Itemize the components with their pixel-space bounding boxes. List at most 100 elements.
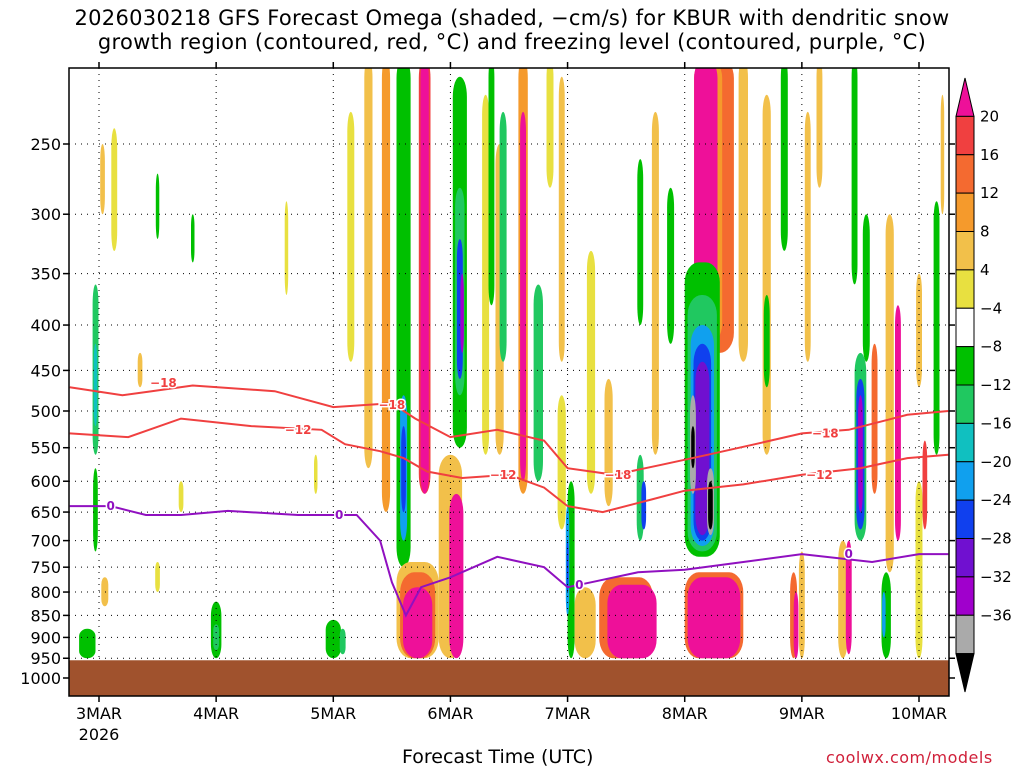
colorbar-top-triangle xyxy=(955,77,975,117)
colorbar-segment xyxy=(955,422,975,463)
colorbar-label: −24 xyxy=(980,491,1012,509)
y-tick-label: 350 xyxy=(30,265,61,284)
chart-title-line-1: 2026030218 GFS Forecast Omega (shaded, −… xyxy=(74,6,950,30)
x-tick-label: 10MAR xyxy=(891,704,947,723)
y-tick-label: 950 xyxy=(30,649,61,668)
omega-region xyxy=(691,426,695,469)
colorbar-label: −12 xyxy=(980,376,1012,394)
omega-region xyxy=(137,352,143,388)
omega-region xyxy=(401,426,406,513)
colorbar-segment xyxy=(955,115,975,156)
dgz-minus12-contour xyxy=(69,417,949,514)
omega-region xyxy=(191,214,195,263)
colorbar-segment xyxy=(955,499,975,539)
omega-region xyxy=(100,144,105,215)
ground-below-surface xyxy=(69,660,949,696)
axes: 250 300 350 400 450 500 550 600 650 700 750 800 850 9… xyxy=(20,62,955,744)
x-tick-label: 3MAR xyxy=(76,704,122,723)
omega-region xyxy=(499,111,507,362)
colorbar-label: 20 xyxy=(980,107,999,125)
omega-region xyxy=(213,624,220,651)
omega-field xyxy=(79,68,945,659)
y-tick-label: 400 xyxy=(30,316,61,335)
omega-region xyxy=(804,111,811,362)
contour-label: 0 xyxy=(845,547,853,561)
colorbar-label: 12 xyxy=(980,184,999,202)
colorbar-segment xyxy=(955,192,975,232)
omega-region xyxy=(708,481,713,530)
x-tick-label: 6MAR xyxy=(427,704,473,723)
omega-region xyxy=(155,562,160,592)
omega-region xyxy=(916,273,922,388)
colorbar: 20 16 12 8 4 −4 −8 −12 −16 −20 −24 −28 −32 −36 xyxy=(955,77,1012,693)
omega-region xyxy=(637,159,644,325)
colorbar-label: −8 xyxy=(980,338,1002,356)
omega-region xyxy=(284,201,289,295)
omega-region xyxy=(460,273,464,353)
omega-region xyxy=(403,587,433,659)
omega-region xyxy=(449,493,464,659)
omega-region xyxy=(546,68,554,188)
omega-region xyxy=(798,551,805,659)
colorbar-segment xyxy=(955,576,975,616)
plot-frame xyxy=(68,67,950,697)
omega-region xyxy=(607,584,657,659)
colorbar-segment xyxy=(955,461,975,501)
y-tick-label: 900 xyxy=(30,628,61,647)
contour-label: −12 xyxy=(285,423,312,437)
omega-region xyxy=(314,454,318,494)
contour-lines: −18 −18 −12 −12 −18 −18 −12 0 0 0 0 xyxy=(69,375,949,618)
omega-region xyxy=(940,94,945,215)
omega-region xyxy=(586,250,596,494)
omega-region xyxy=(858,395,863,513)
omega-region xyxy=(520,111,526,482)
omega-region xyxy=(763,295,770,388)
omega-region xyxy=(339,628,346,655)
omega-region xyxy=(482,94,490,455)
omega-region xyxy=(780,68,788,251)
omega-region xyxy=(851,68,858,285)
omega-region xyxy=(816,68,823,188)
omega-region xyxy=(155,173,160,239)
omega-region xyxy=(325,619,341,659)
y-tick-label: 700 xyxy=(30,532,61,551)
omega-region xyxy=(667,187,675,344)
y-tick-label: 600 xyxy=(30,472,61,491)
contour-label: 0 xyxy=(575,578,583,592)
colorbar-label: 4 xyxy=(980,261,990,279)
dgz-minus18-contour xyxy=(69,384,949,476)
credit-text: coolwx.com/models xyxy=(826,748,993,767)
x-axis-label: Forecast Time (UTC) xyxy=(402,746,594,768)
omega-region xyxy=(347,111,355,362)
ground-layer xyxy=(69,660,949,696)
omega-region xyxy=(915,481,923,659)
x-year-label: 2026 xyxy=(79,725,120,744)
omega-region xyxy=(695,361,710,536)
colorbar-segment xyxy=(955,307,975,348)
colorbar-label: −4 xyxy=(980,299,1002,317)
omega-region xyxy=(574,587,596,659)
omega-region xyxy=(101,577,109,607)
chart-title-line-2: growth region (contoured, red, °C) and f… xyxy=(97,30,927,54)
omega-region xyxy=(651,111,659,455)
colorbar-segment xyxy=(955,346,975,386)
omega-region xyxy=(694,68,718,325)
omega-region xyxy=(922,440,928,530)
y-tick-label: 300 xyxy=(30,205,61,224)
omega-region xyxy=(533,284,543,482)
y-tick-label: 250 xyxy=(30,135,61,154)
omega-region xyxy=(862,214,870,362)
omega-region xyxy=(364,68,373,469)
x-tick-label: 7MAR xyxy=(545,704,591,723)
chart-title: 2026030218 GFS Forecast Omega (shaded, −… xyxy=(0,6,1024,54)
contour-label: 0 xyxy=(335,508,343,522)
omega-region xyxy=(882,592,886,638)
omega-region xyxy=(738,68,748,362)
colorbar-label: 16 xyxy=(980,146,999,164)
omega-region xyxy=(381,68,391,512)
colorbar-segment xyxy=(955,231,975,271)
omega-region xyxy=(871,343,878,494)
omega-region xyxy=(111,128,118,251)
y-tick-label: 750 xyxy=(30,558,61,577)
